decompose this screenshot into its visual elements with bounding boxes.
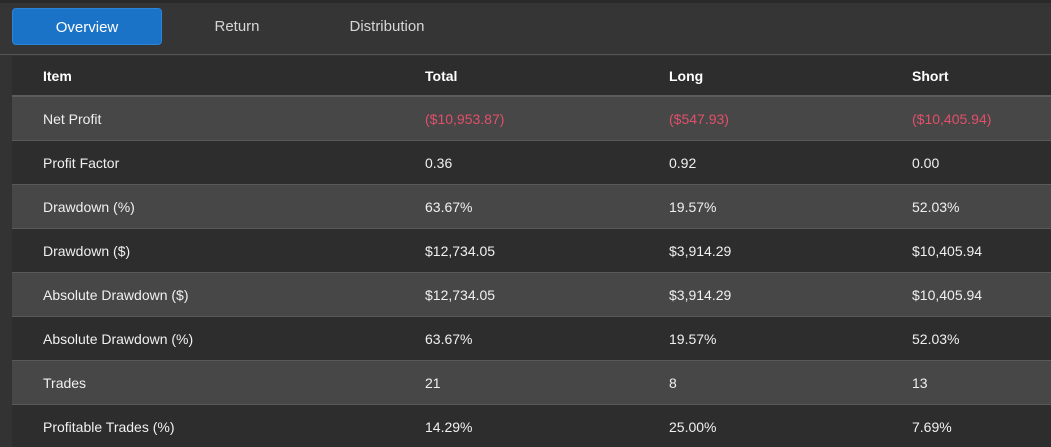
row-total: 14.29% — [425, 418, 473, 435]
row-short: ($10,405.94) — [912, 110, 992, 127]
row-item: Drawdown (%) — [43, 198, 135, 215]
row-item: Trades — [43, 374, 87, 391]
table-row[interactable]: Trades 21 8 13 — [12, 361, 1051, 405]
row-long: 8 — [669, 374, 677, 391]
table-row[interactable]: Absolute Drawdown (%) 63.67% 19.57% 52.0… — [12, 317, 1051, 361]
table-row[interactable]: Profit Factor 0.36 0.92 0.00 — [12, 141, 1051, 185]
row-short: 7.69% — [912, 418, 952, 435]
table-row[interactable]: Profitable Trades (%) 14.29% 25.00% 7.69… — [12, 405, 1051, 447]
row-short: $10,405.94 — [912, 242, 983, 259]
table-row[interactable]: Absolute Drawdown ($) $12,734.05 $3,914.… — [12, 273, 1051, 317]
row-long: ($547.93) — [669, 110, 729, 127]
row-item: Profit Factor — [43, 154, 120, 171]
row-item: Profitable Trades (%) — [43, 418, 175, 435]
row-long: 25.00% — [669, 418, 717, 435]
row-total: $12,734.05 — [425, 286, 496, 303]
column-header-long[interactable]: Long — [669, 67, 704, 84]
row-long: 19.57% — [669, 330, 717, 347]
table-row[interactable]: Net Profit ($10,953.87) ($547.93) ($10,4… — [12, 97, 1051, 141]
table-row[interactable]: Drawdown (%) 63.67% 19.57% 52.03% — [12, 185, 1051, 229]
column-header-item[interactable]: Item — [43, 67, 72, 84]
row-total: 63.67% — [425, 330, 473, 347]
row-short: 13 — [912, 374, 928, 391]
tab-return[interactable]: Return — [214, 18, 260, 35]
overview-table: Item Total Long Short Net Profit ($10,95… — [12, 56, 1051, 447]
tab-distribution[interactable]: Distribution — [349, 18, 425, 35]
row-long: 0.92 — [669, 154, 697, 171]
row-total: 21 — [425, 374, 441, 391]
row-long: 19.57% — [669, 198, 717, 215]
table-row[interactable]: Drawdown ($) $12,734.05 $3,914.29 $10,40… — [12, 229, 1051, 273]
row-total: 63.67% — [425, 198, 473, 215]
row-short: $10,405.94 — [912, 286, 983, 303]
tab-bar: Overview Return Distribution — [0, 3, 1051, 55]
column-header-short[interactable]: Short — [912, 67, 949, 84]
row-long: $3,914.29 — [669, 242, 732, 259]
row-item: Net Profit — [43, 110, 102, 127]
row-short: 52.03% — [912, 198, 960, 215]
row-short: 52.03% — [912, 330, 960, 347]
row-item: Absolute Drawdown ($) — [43, 286, 189, 303]
row-total: ($10,953.87) — [425, 110, 505, 127]
column-header-total[interactable]: Total — [425, 67, 458, 84]
row-total: $12,734.05 — [425, 242, 496, 259]
table-header-row: Item Total Long Short — [12, 56, 1051, 97]
row-long: $3,914.29 — [669, 286, 732, 303]
row-total: 0.36 — [425, 154, 453, 171]
row-item: Drawdown ($) — [43, 242, 131, 259]
row-short: 0.00 — [912, 154, 940, 171]
tab-overview[interactable]: Overview — [12, 8, 162, 45]
row-item: Absolute Drawdown (%) — [43, 330, 194, 347]
